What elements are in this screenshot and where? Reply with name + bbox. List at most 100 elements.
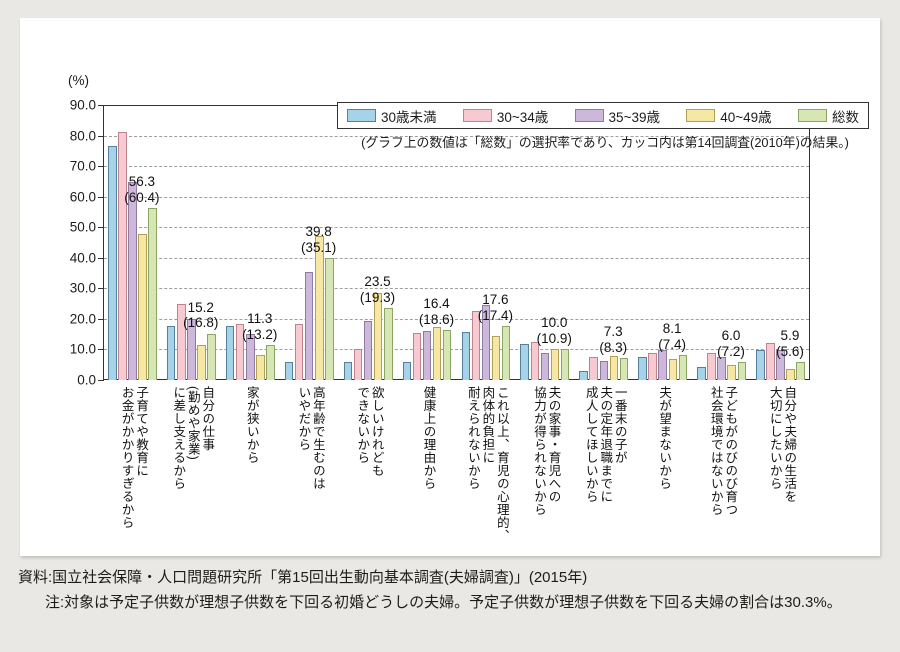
bar-40~49歳	[550, 349, 560, 380]
category-label: これ以上、育児の心理的、 肉体的負担に 耐えられないから	[465, 386, 509, 542]
bar-総数	[678, 355, 688, 380]
bar-30歳未満	[343, 361, 353, 380]
bar-30~34歳	[530, 342, 540, 380]
bar-30~34歳	[766, 343, 775, 380]
category-label: 子どもがのびのび育つ 社会環境ではないから	[708, 386, 738, 516]
bar-30~34歳	[353, 348, 363, 380]
chart-card: (%) 90.0 80.0 70.0 60.0 50.0 40.0 30.0 20.0 10.0…	[20, 18, 880, 556]
y-tick-label: 40.0	[69, 250, 96, 266]
footer: 資料:国立社会保障・人口問題研究所「第15回出生動向基本調査(夫婦調査)」(20…	[18, 566, 884, 615]
bar-30~34歳	[294, 323, 304, 380]
bar-40~49歳	[432, 326, 442, 380]
bar-40~49歳	[609, 355, 619, 380]
legend-swatch-icon	[574, 109, 604, 122]
y-tick-label: 0.0	[77, 372, 96, 388]
bar-総数	[148, 207, 157, 380]
gridline	[104, 196, 809, 198]
bar-40~49歳	[668, 358, 678, 380]
bar-35~39歳	[128, 181, 137, 380]
data-label: 7.3 (8.3)	[599, 323, 628, 355]
bar-総数	[796, 361, 805, 380]
bar-40~49歳	[256, 354, 265, 380]
y-tick-label: 90.0	[69, 97, 96, 113]
bar-30~34歳	[589, 357, 598, 380]
data-label: 17.6 (17.4)	[477, 292, 514, 324]
bar-30歳未満	[756, 350, 765, 380]
note-text: 対象は予定子供数が理想子供数を下回る初婚どうしの夫婦。予定子供数が理想子供数を下…	[64, 594, 842, 612]
bar-総数	[737, 361, 747, 380]
bar-30~34歳	[471, 310, 481, 380]
gridline	[104, 135, 809, 137]
bar-30~34歳	[177, 304, 186, 380]
bar-35~39歳	[363, 321, 373, 380]
legend-label: 40~49歳	[720, 109, 772, 125]
y-tick-mark	[98, 257, 104, 259]
legend-swatch-icon	[347, 109, 376, 122]
y-tick-label: 10.0	[69, 341, 96, 357]
y-tick-mark	[98, 196, 104, 198]
bar-35~39歳	[540, 352, 550, 380]
legend-item: 40~49歳	[686, 106, 772, 126]
legend-label: 30~34歳	[496, 109, 549, 125]
y-tick-mark	[98, 227, 104, 229]
bar-30歳未満	[638, 357, 647, 380]
bar-40~49歳	[373, 293, 383, 380]
y-tick-mark	[98, 135, 104, 137]
data-label: 8.1 (7.4)	[658, 321, 687, 353]
bar-35~39歳	[422, 331, 432, 380]
bar-35~39歳	[481, 305, 491, 380]
data-label: 23.5 (19.3)	[359, 274, 396, 306]
y-tick-mark	[98, 349, 104, 351]
legend-item: 30~34歳	[462, 106, 549, 126]
y-axis-unit-label: (%)	[68, 73, 89, 88]
category-label: 子育てや教育に お金がかかりすぎるから	[119, 386, 149, 529]
bar-総数	[207, 333, 216, 380]
legend-swatch-icon	[797, 109, 827, 122]
y-tick-label: 60.0	[69, 189, 96, 205]
bar-30歳未満	[225, 326, 235, 380]
plot-area	[103, 105, 810, 380]
y-tick-mark	[98, 166, 104, 168]
bar-総数	[442, 329, 452, 380]
gridline	[104, 166, 809, 168]
chart-legend: 30歳未満 30~34歳 35~39歳 40~49歳 総数	[337, 102, 869, 129]
data-label: 10.0 (10.9)	[536, 315, 572, 347]
gridline	[104, 288, 809, 290]
bar-30~34歳	[412, 332, 422, 380]
bar-総数	[384, 308, 393, 380]
gridline	[104, 318, 809, 320]
bar-総数	[266, 345, 275, 380]
gridline	[104, 257, 809, 259]
bar-30~34歳	[648, 352, 657, 380]
bar-30歳未満	[108, 146, 117, 380]
bar-40~49歳	[786, 368, 795, 380]
bar-35~39歳	[599, 361, 609, 380]
data-label: 6.0 (7.2)	[717, 327, 745, 359]
data-label: 15.2 (16.8)	[183, 299, 219, 331]
bar-35~39歳	[304, 271, 314, 380]
data-label: 39.8 (35.1)	[300, 224, 337, 256]
category-label: 自分の仕事 (勤めや家業) に差し支えるから	[171, 386, 215, 490]
bar-30~34歳	[707, 352, 716, 380]
bar-30歳未満	[697, 366, 706, 380]
bar-30歳未満	[402, 361, 412, 380]
bar-30歳未満	[166, 326, 176, 380]
y-tick-label: 70.0	[69, 158, 96, 174]
legend-swatch-icon	[686, 109, 716, 122]
bar-35~39歳	[776, 349, 785, 380]
category-label: 高年齢で生むのは いやだから	[296, 386, 325, 490]
gridline	[104, 349, 809, 351]
legend-label: 総数	[831, 109, 859, 125]
y-tick-mark	[98, 380, 104, 381]
bar-30歳未満	[284, 361, 294, 380]
category-label: 欲しいけれども できないから	[355, 386, 384, 477]
y-tick-label: 30.0	[69, 280, 96, 296]
source-line: 資料:国立社会保障・人口問題研究所「第15回出生動向基本調査(夫婦調査)」(20…	[18, 569, 588, 586]
bar-総数	[619, 357, 629, 380]
bar-35~39歳	[187, 318, 196, 380]
data-label: 11.3 (13.2)	[242, 311, 278, 343]
bar-40~49歳	[197, 344, 206, 380]
bar-40~49歳	[491, 336, 501, 380]
bar-40~49歳	[727, 364, 736, 380]
